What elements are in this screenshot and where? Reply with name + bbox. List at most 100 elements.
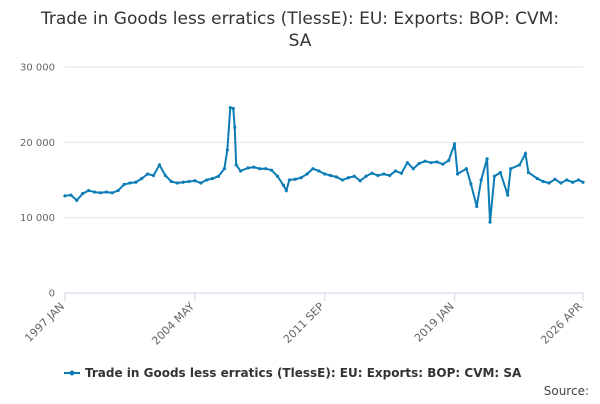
data-point [523,152,528,156]
data-point [352,174,356,178]
data-point [329,173,333,178]
data-point [553,177,557,181]
data-point [252,165,256,169]
data-point [98,191,103,195]
data-point [264,167,268,171]
data-point [293,177,297,181]
data-point [287,178,291,182]
x-tick-label: 2026 APR [538,300,585,347]
data-point [233,125,237,129]
data-point [239,169,243,173]
data-point [140,176,144,181]
data-point [453,142,457,146]
data-point [340,178,345,182]
data-point [87,188,91,193]
data-point [323,172,327,176]
data-point [506,193,510,197]
data-point [187,179,191,184]
y-tick-label: 30 000 [20,63,55,74]
data-point [526,170,530,175]
data-point [364,174,368,178]
data-point [284,188,288,193]
data-point [169,179,173,184]
data-point [216,174,221,178]
data-point [299,176,303,180]
data-point [441,162,445,166]
data-point [199,181,203,185]
data-point [358,179,362,183]
data-point [423,159,427,163]
data-point [475,204,479,208]
x-tick-label: 2004 MAY [149,300,197,348]
data-point [547,181,551,185]
data-point [485,157,489,161]
data-point [63,194,67,198]
data-point [535,176,539,181]
legend-marker [69,370,75,376]
data-point [399,171,404,175]
data-point [210,176,215,181]
data-point [509,167,513,171]
y-tick-label: 20 000 [20,138,55,149]
data-point [104,190,108,194]
data-point [270,168,274,172]
x-tick-label: 2011 SEP [281,300,327,346]
data-point [447,158,451,163]
data-point [69,193,73,197]
data-point [81,191,85,196]
data-point [163,173,167,178]
data-point [134,180,138,184]
data-point [382,172,386,176]
data-point [231,106,235,111]
data-point [311,167,315,171]
legend-item: Trade in Goods less erratics (TlessE): E… [64,366,522,380]
data-point [571,180,575,184]
legend-label: Trade in Goods less erratics (TlessE): E… [85,366,522,380]
y-tick-label: 10 000 [20,213,55,224]
x-tick-label: 1997 JAN [22,300,67,345]
data-point [116,188,120,193]
data-point [151,173,156,178]
data-point [464,167,469,171]
data-point [388,173,392,178]
data-point [429,161,433,165]
data-point [370,171,374,175]
data-point [175,181,179,185]
data-point [405,161,409,165]
data-point [469,182,473,186]
data-point [246,166,250,170]
series-line [64,106,584,223]
y-tick-label: 0 [49,289,55,300]
data-point [157,163,162,167]
x-tick-label: 2019 JAN [412,300,457,345]
data-point [281,183,286,187]
data-point [275,174,280,178]
data-point [92,190,97,194]
data-point [110,191,114,195]
data-point [228,106,232,110]
data-point [205,178,209,182]
data-point [225,148,229,152]
data-point [581,180,585,184]
data-point [417,161,421,166]
chart-title: Trade in Goods less erratics (TlessE): E… [40,9,560,51]
data-point [258,167,262,171]
data-point [488,220,492,224]
data-point [334,175,339,179]
data-point [479,178,483,182]
data-point [455,172,460,176]
data-point [376,173,380,178]
data-point [492,174,497,178]
data-point [193,179,197,183]
data-point [559,181,563,185]
data-point [222,167,226,171]
data-point [234,163,238,167]
data-point [305,172,309,176]
data-point [565,178,569,182]
data-point [498,170,502,175]
data-point [576,178,581,182]
data-point [181,180,185,184]
data-point [122,182,126,187]
